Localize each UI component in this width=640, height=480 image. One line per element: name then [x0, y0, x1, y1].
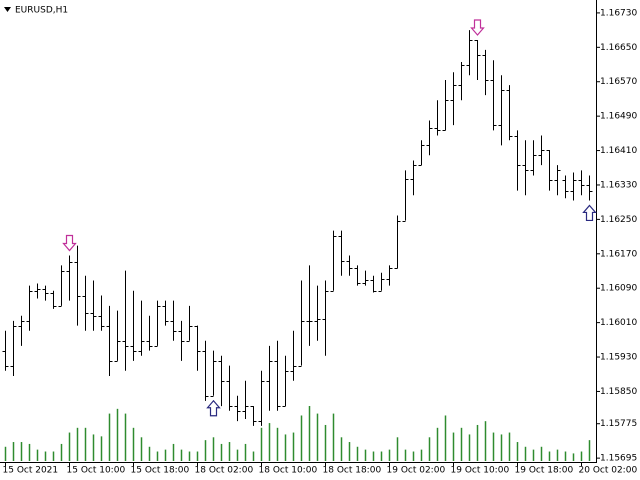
signal-arrow	[206, 399, 221, 417]
y-tick-label: 1.16090	[600, 284, 637, 294]
y-tick-label: 1.16650	[600, 43, 637, 53]
x-tick-label: 15 Oct 2021	[3, 466, 59, 476]
x-tick-label: 19 Oct 18:00	[515, 466, 574, 476]
x-tick-label: 18 Oct 02:00	[195, 466, 254, 476]
x-tick-label: 15 Oct 18:00	[131, 466, 190, 476]
y-tick-label: 1.16170	[600, 249, 637, 259]
signal-arrow	[62, 234, 77, 252]
chart-title: EURUSD,H1	[15, 6, 68, 16]
y-tick-label: 1.16730	[600, 8, 637, 18]
y-tick-label: 1.16570	[600, 77, 637, 87]
x-tick-label: 15 Oct 10:00	[67, 466, 126, 476]
y-tick-label: 1.16330	[600, 180, 637, 190]
x-tick-label: 19 Oct 02:00	[387, 466, 446, 476]
x-tick-label: 20 Oct 02:00	[579, 466, 638, 476]
y-tick-label: 1.15775	[600, 419, 637, 429]
y-tick-label: 1.16410	[600, 146, 637, 156]
y-tick-label: 1.16250	[600, 215, 637, 225]
x-tick-label: 18 Oct 18:00	[323, 466, 382, 476]
symbol-menu[interactable]	[4, 7, 11, 12]
y-tick-label: 1.15930	[600, 353, 637, 363]
signal-arrow	[470, 19, 485, 36]
x-tick-label: 18 Oct 10:00	[259, 466, 318, 476]
y-tick-label: 1.16490	[600, 112, 637, 122]
y-tick-label: 1.16010	[600, 318, 637, 328]
signal-arrow	[582, 204, 597, 222]
y-tick-label: 1.15850	[600, 387, 637, 397]
y-tick-label: 1.15695	[600, 454, 637, 464]
x-tick-label: 19 Oct 10:00	[451, 466, 510, 476]
